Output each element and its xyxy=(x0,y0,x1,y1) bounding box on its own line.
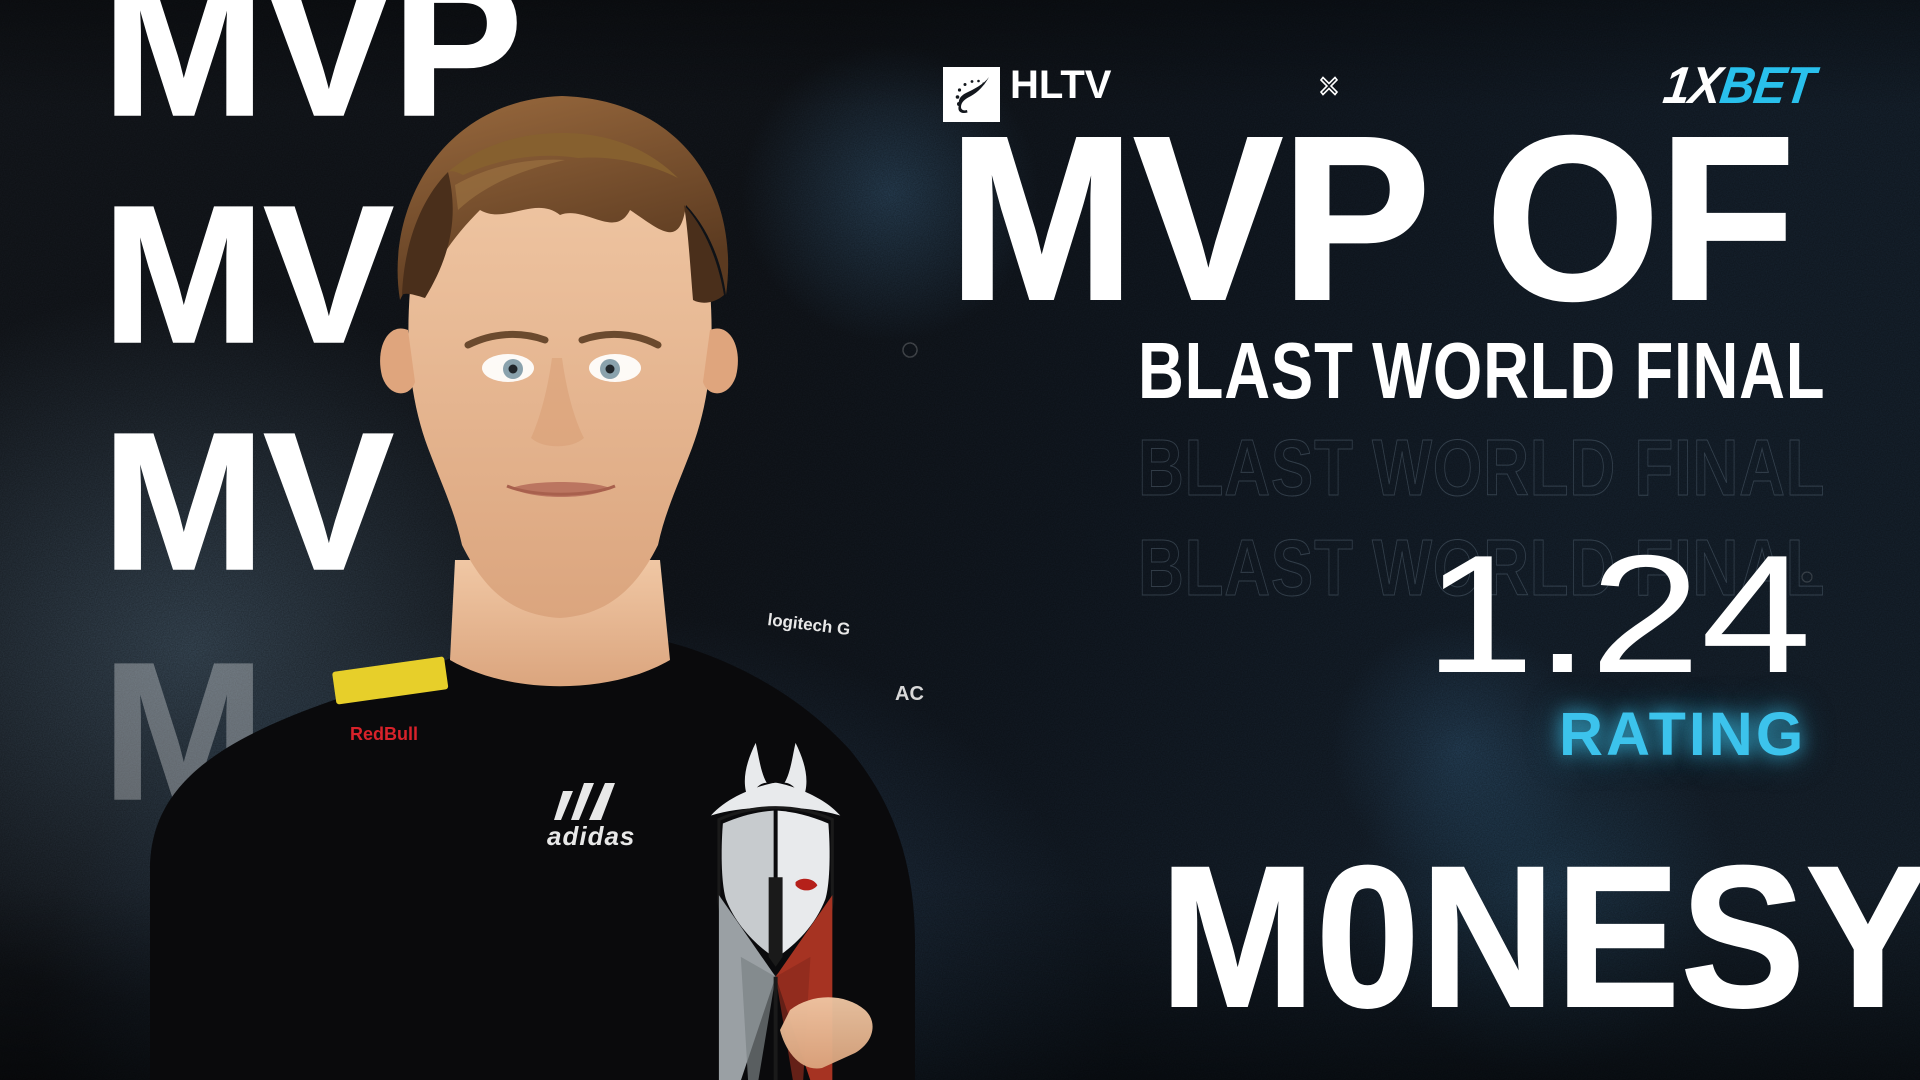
svg-text:adidas: adidas xyxy=(547,821,635,851)
svg-text:AC: AC xyxy=(895,683,924,705)
svg-text:RedBull: RedBull xyxy=(350,724,418,744)
svg-text:logitech G: logitech G xyxy=(767,610,852,639)
